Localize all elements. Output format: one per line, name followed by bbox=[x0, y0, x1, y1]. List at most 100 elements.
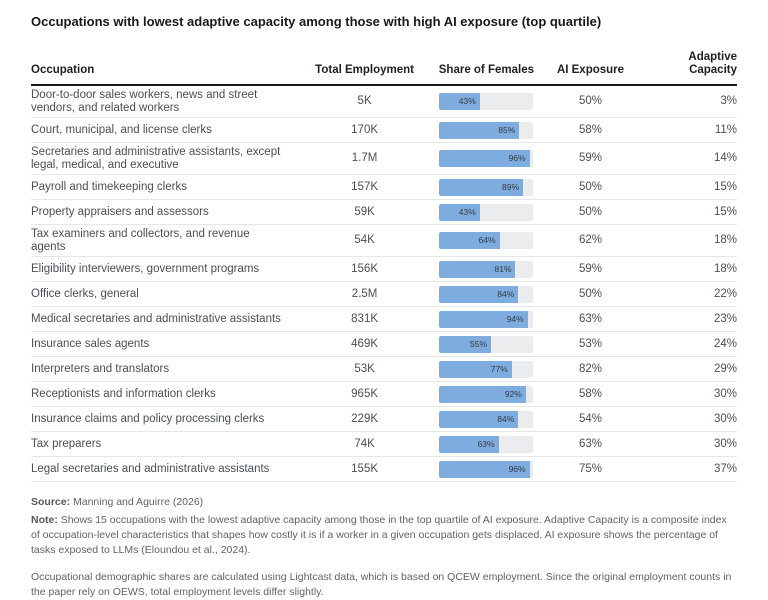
total-employment-cell: 54K bbox=[299, 224, 430, 257]
share-of-females-bar-label: 64% bbox=[478, 235, 496, 245]
share-of-females-bar-fill: 55% bbox=[439, 335, 492, 353]
share-of-females-bar-track: 84% bbox=[439, 285, 534, 303]
share-of-females-bar-fill: 43% bbox=[439, 93, 480, 110]
total-employment-cell: 59K bbox=[299, 199, 430, 225]
ai-exposure-cell: 50% bbox=[542, 85, 639, 118]
adaptive-capacity-cell: 23% bbox=[638, 306, 737, 332]
total-employment-cell: 469K bbox=[299, 331, 430, 357]
occupation-cell: Interpreters and translators bbox=[31, 356, 300, 382]
share-of-females-bar-track: 85% bbox=[439, 121, 534, 139]
share-of-females-cell: 89% bbox=[429, 174, 543, 200]
occupation-cell: Medical secretaries and administrative a… bbox=[31, 306, 300, 332]
share-of-females-bar-label: 84% bbox=[497, 288, 515, 299]
table-row: Door-to-door sales workers, news and str… bbox=[31, 85, 737, 118]
share-of-females-bar-fill: 89% bbox=[439, 178, 524, 196]
table-row: Interpreters and translators 53K 77% 82%… bbox=[31, 356, 737, 382]
column-header-share-of-females: Share of Females bbox=[429, 47, 543, 86]
share-of-females-cell: 84% bbox=[429, 281, 543, 307]
share-of-females-bar-fill: 63% bbox=[439, 435, 499, 453]
share-of-females-bar-track: 43% bbox=[439, 203, 534, 221]
occupation-cell: Tax examiners and collectors, and revenu… bbox=[31, 224, 300, 257]
table-row: Receptionists and information clerks 965… bbox=[31, 381, 737, 407]
share-of-females-bar-label: 55% bbox=[470, 338, 488, 349]
table-row: Property appraisers and assessors 59K 43… bbox=[31, 199, 737, 225]
ai-exposure-cell: 58% bbox=[542, 381, 639, 407]
table-row: Court, municipal, and license clerks 170… bbox=[31, 117, 737, 143]
adaptive-capacity-cell: 29% bbox=[638, 356, 737, 382]
adaptive-capacity-cell: 22% bbox=[638, 281, 737, 307]
total-employment-cell: 157K bbox=[299, 174, 430, 200]
share-of-females-bar-fill: 85% bbox=[439, 121, 520, 139]
adaptive-capacity-cell: 3% bbox=[638, 85, 737, 118]
share-of-females-bar-label: 96% bbox=[508, 463, 526, 474]
share-of-females-bar-fill: 84% bbox=[439, 285, 519, 303]
ai-exposure-cell: 75% bbox=[542, 456, 639, 482]
share-of-females-bar-label: 77% bbox=[490, 363, 508, 374]
occupation-cell: Secretaries and administrative assistant… bbox=[31, 142, 300, 175]
share-of-females-bar-fill: 81% bbox=[439, 260, 516, 278]
share-of-females-cell: 43% bbox=[429, 85, 543, 118]
occupation-cell: Door-to-door sales workers, news and str… bbox=[31, 85, 300, 118]
occupation-cell: Insurance claims and policy processing c… bbox=[31, 406, 300, 432]
share-of-females-bar-fill: 64% bbox=[439, 232, 500, 249]
total-employment-cell: 229K bbox=[299, 406, 430, 432]
occupation-cell: Eligibility interviewers, government pro… bbox=[31, 256, 300, 282]
share-of-females-cell: 63% bbox=[429, 431, 543, 457]
occupation-cell: Office clerks, general bbox=[31, 281, 300, 307]
source-line: Source: Manning and Aguirre (2026) bbox=[31, 495, 737, 510]
share-of-females-bar-fill: 96% bbox=[439, 460, 530, 478]
total-employment-cell: 74K bbox=[299, 431, 430, 457]
share-of-females-bar-label: 81% bbox=[494, 263, 512, 274]
occupation-cell: Legal secretaries and administrative ass… bbox=[31, 456, 300, 482]
total-employment-cell: 831K bbox=[299, 306, 430, 332]
share-of-females-bar-label: 43% bbox=[458, 96, 476, 106]
share-of-females-cell: 81% bbox=[429, 256, 543, 282]
share-of-females-bar-track: 77% bbox=[439, 360, 534, 378]
share-of-females-cell: 85% bbox=[429, 117, 543, 143]
table-row: Secretaries and administrative assistant… bbox=[31, 142, 737, 175]
table-header-row: Occupation Total Employment Share of Fem… bbox=[31, 47, 737, 86]
share-of-females-bar-track: 96% bbox=[439, 460, 534, 478]
ai-exposure-cell: 53% bbox=[542, 331, 639, 357]
source-text: Manning and Aguirre (2026) bbox=[70, 496, 204, 508]
total-employment-cell: 2.5M bbox=[299, 281, 430, 307]
share-of-females-bar-track: 64% bbox=[439, 232, 534, 249]
share-of-females-bar-fill: 96% bbox=[439, 150, 530, 167]
total-employment-cell: 155K bbox=[299, 456, 430, 482]
share-of-females-bar-label: 85% bbox=[498, 124, 516, 135]
table-row: Eligibility interviewers, government pro… bbox=[31, 256, 737, 282]
adaptive-capacity-cell: 30% bbox=[638, 406, 737, 432]
occupation-cell: Receptionists and information clerks bbox=[31, 381, 300, 407]
note-line: Note: Shows 15 occupations with the lowe… bbox=[31, 513, 737, 558]
adaptive-capacity-cell: 30% bbox=[638, 431, 737, 457]
table-row: Tax examiners and collectors, and revenu… bbox=[31, 224, 737, 257]
ai-exposure-cell: 82% bbox=[542, 356, 639, 382]
ai-exposure-cell: 50% bbox=[542, 174, 639, 200]
table-row: Tax preparers 74K 63% 63% 30% bbox=[31, 431, 737, 457]
share-of-females-bar-fill: 84% bbox=[439, 410, 519, 428]
table-row: Insurance claims and policy processing c… bbox=[31, 406, 737, 432]
share-of-females-bar-label: 94% bbox=[506, 313, 524, 324]
occupations-table: Occupation Total Employment Share of Fem… bbox=[31, 47, 737, 482]
adaptive-capacity-cell: 37% bbox=[638, 456, 737, 482]
note-text: Shows 15 occupations with the lowest ada… bbox=[31, 514, 727, 556]
table-row: Medical secretaries and administrative a… bbox=[31, 306, 737, 332]
occupation-cell: Property appraisers and assessors bbox=[31, 199, 300, 225]
total-employment-cell: 156K bbox=[299, 256, 430, 282]
source-label: Source: bbox=[31, 496, 71, 508]
column-header-occupation: Occupation bbox=[31, 47, 300, 86]
adaptive-capacity-cell: 30% bbox=[638, 381, 737, 407]
ai-exposure-cell: 59% bbox=[542, 256, 639, 282]
column-header-adaptive-capacity: Adaptive Capacity bbox=[638, 47, 737, 86]
occupation-cell: Payroll and timekeeping clerks bbox=[31, 174, 300, 200]
ai-exposure-cell: 50% bbox=[542, 281, 639, 307]
table-header: Occupation Total Employment Share of Fem… bbox=[31, 47, 737, 86]
share-of-females-bar-label: 89% bbox=[502, 181, 520, 192]
share-of-females-bar-label: 96% bbox=[508, 153, 526, 163]
total-employment-cell: 53K bbox=[299, 356, 430, 382]
share-of-females-bar-track: 89% bbox=[439, 178, 534, 196]
ai-exposure-cell: 63% bbox=[542, 431, 639, 457]
share-of-females-cell: 77% bbox=[429, 356, 543, 382]
total-employment-cell: 965K bbox=[299, 381, 430, 407]
